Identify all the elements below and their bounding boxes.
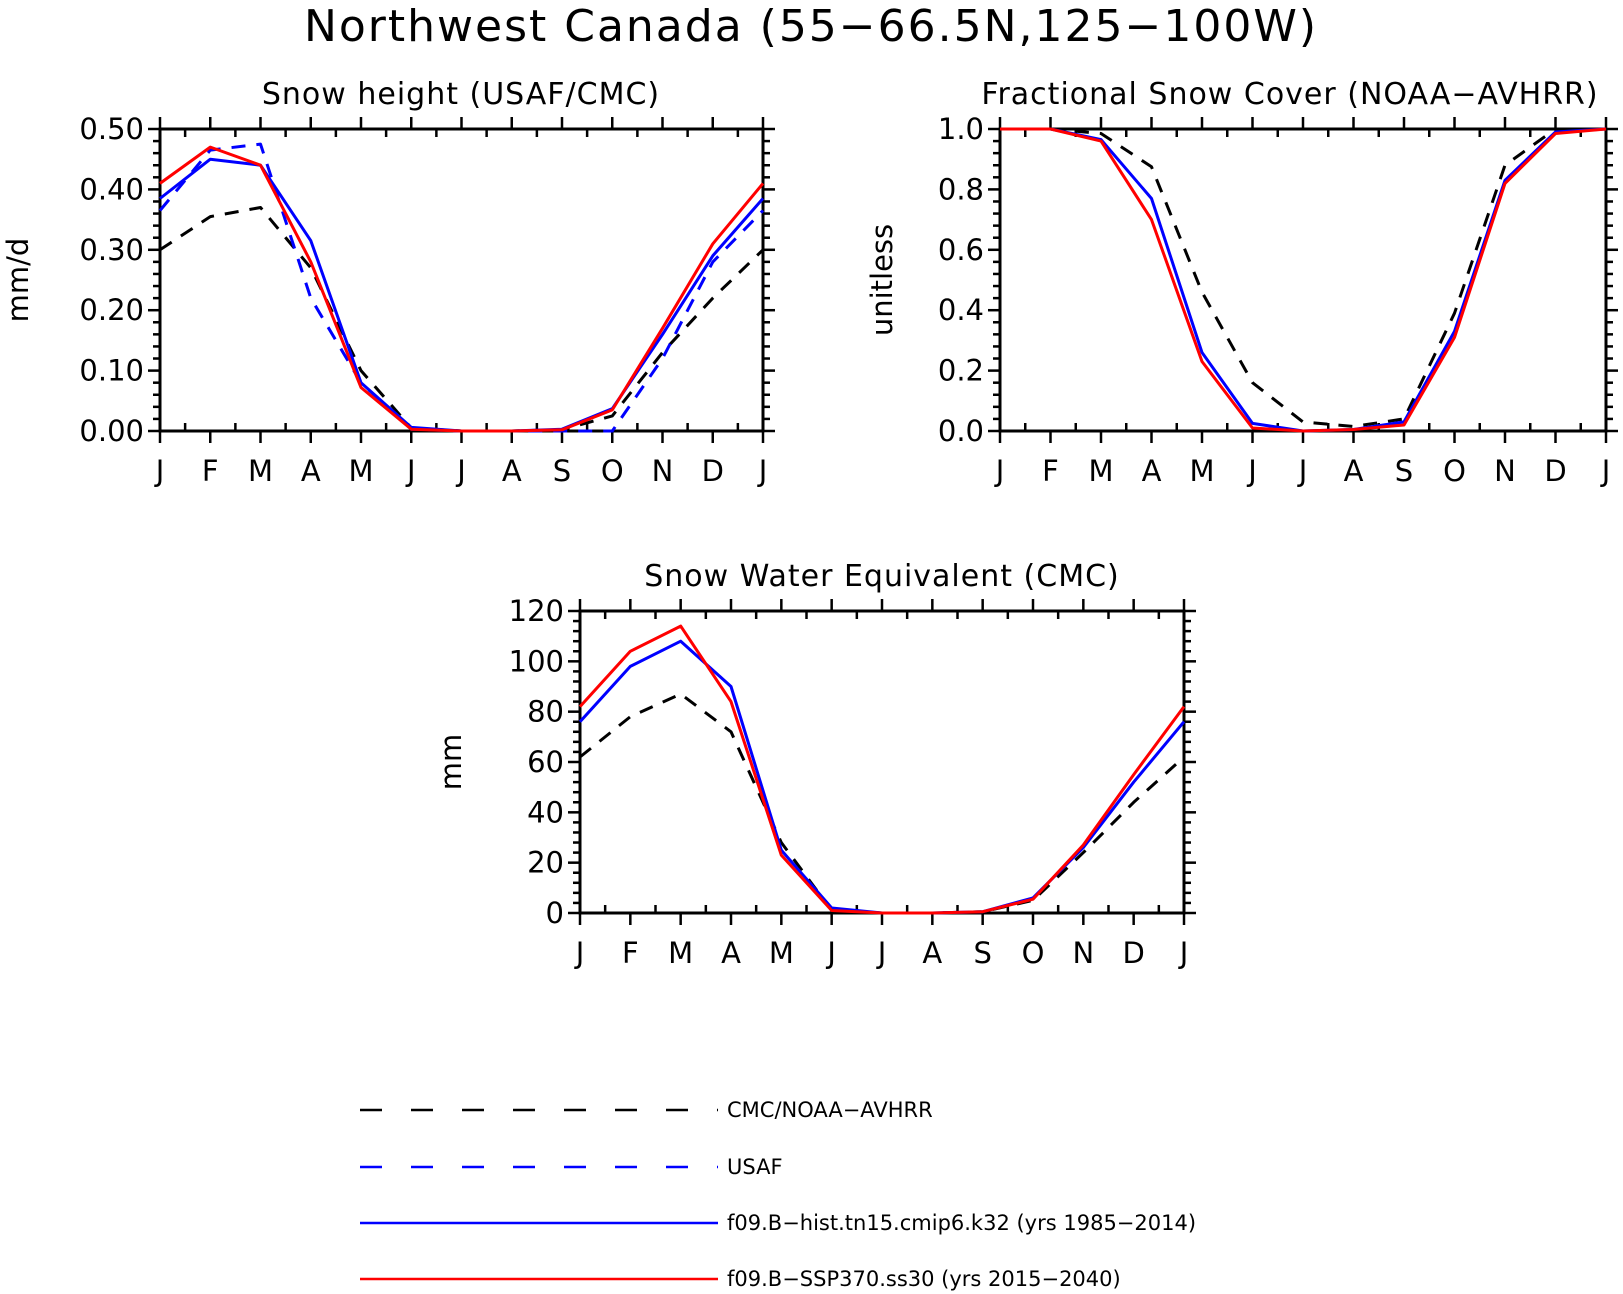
y-tick-label: 0.8: [938, 172, 984, 206]
x-tick-label: A: [922, 936, 942, 970]
x-tick-label: A: [1142, 454, 1162, 488]
series-line-hist: [159, 157, 765, 433]
x-tick-label: F: [202, 454, 219, 488]
figure-title: Northwest Canada (55−66.5N,125−100W): [304, 1, 1318, 52]
x-tick-label: D: [702, 454, 724, 488]
x-tick-label: J: [1297, 454, 1308, 488]
plot-frame: [578, 609, 1186, 915]
x-tick-label: J: [1246, 454, 1257, 488]
legend-item: USAF: [360, 1155, 783, 1179]
x-tick-label: M: [1088, 454, 1113, 488]
y-tick-label: 0.40: [79, 172, 144, 206]
panel-title: Fractional Snow Cover (NOAA−AVHRR): [981, 77, 1598, 112]
series-line-ssp: [578, 624, 1186, 915]
y-axis-label: mm: [434, 734, 468, 791]
y-tick-label: 100: [509, 644, 564, 678]
legend-label: f09.B−hist.tn15.cmip6.k32 (yrs 1985−2014…: [727, 1211, 1196, 1235]
y-tick-label: 80: [527, 695, 564, 729]
x-tick-label: A: [301, 454, 321, 488]
x-tick-label: N: [652, 454, 674, 488]
x-tick-label: J: [405, 454, 416, 488]
x-tick-label: M: [348, 454, 373, 488]
panel-fractional-snow-cover: Fractional Snow Cover (NOAA−AVHRR) unitl…: [865, 77, 1618, 488]
series-line-hist: [578, 639, 1186, 915]
x-tick-label: F: [622, 936, 639, 970]
x-tick-label: A: [721, 936, 741, 970]
y-tick-label: 0.6: [938, 233, 984, 267]
y-tick-label: 0.20: [79, 293, 144, 327]
x-tick-label: S: [553, 454, 571, 488]
y-axis-label: mm/d: [1, 238, 35, 323]
y-tick-label: 60: [527, 745, 564, 779]
x-tick-label: J: [1178, 936, 1189, 970]
x-tick-label: J: [455, 454, 466, 488]
y-tick-label: 0.4: [938, 293, 984, 327]
plot-frame: [158, 127, 765, 433]
x-tick-label: O: [1443, 454, 1466, 488]
y-tick-label: 0.10: [79, 354, 144, 388]
x-tick-label: M: [668, 936, 693, 970]
legend-label: USAF: [727, 1155, 783, 1179]
y-tick-label: 1.0: [938, 112, 984, 146]
x-tick-label: J: [876, 936, 887, 970]
x-tick-label: M: [1189, 454, 1214, 488]
x-tick-label: N: [1072, 936, 1094, 970]
panel-title: Snow height (USAF/CMC): [262, 77, 660, 112]
y-tick-label: 0.0: [938, 414, 984, 448]
x-tick-label: A: [502, 454, 522, 488]
y-tick-label: 0.50: [79, 112, 144, 146]
x-tick-label: D: [1544, 454, 1566, 488]
y-axis-label: unitless: [865, 224, 899, 336]
series-line-usaf: [158, 142, 765, 433]
y-tick-label: 0.30: [79, 233, 144, 267]
x-tick-label: F: [1042, 454, 1059, 488]
series-line-ssp: [159, 145, 765, 433]
x-tick-label: J: [825, 936, 836, 970]
y-tick-label: 20: [527, 846, 564, 880]
series-line-ssp: [1000, 127, 1607, 433]
y-tick-label: 40: [527, 795, 564, 829]
x-tick-label: J: [994, 454, 1005, 488]
y-tick-label: 0.2: [938, 354, 984, 388]
series-line-obs: [1000, 127, 1606, 428]
y-tick-label: 0: [546, 896, 564, 930]
x-tick-label: D: [1122, 936, 1144, 970]
x-tick-label: M: [769, 936, 794, 970]
legend: CMC/NOAA−AVHRR USAF f09.B−hist.tn15.cmip…: [360, 1098, 1196, 1291]
y-tick-label: 120: [509, 594, 564, 628]
panel-title: Snow Water Equivalent (CMC): [644, 559, 1119, 594]
legend-item: f09.B−hist.tn15.cmip6.k32 (yrs 1985−2014…: [360, 1211, 1196, 1235]
legend-item: f09.B−SSP370.ss30 (yrs 2015−2040): [360, 1267, 1121, 1291]
x-tick-label: J: [574, 936, 585, 970]
y-tick-label: 0.00: [79, 414, 144, 448]
x-tick-label: J: [757, 454, 768, 488]
x-tick-label: A: [1344, 454, 1364, 488]
x-tick-label: S: [973, 936, 991, 970]
x-tick-label: J: [1600, 454, 1611, 488]
x-tick-label: O: [601, 454, 624, 488]
x-tick-label: M: [248, 454, 273, 488]
x-tick-label: S: [1395, 454, 1413, 488]
legend-label: f09.B−SSP370.ss30 (yrs 2015−2040): [727, 1267, 1121, 1291]
x-tick-label: J: [154, 454, 165, 488]
legend-label: CMC/NOAA−AVHRR: [727, 1098, 933, 1122]
x-tick-label: O: [1022, 936, 1045, 970]
series-line-obs: [579, 692, 1186, 915]
legend-item: CMC/NOAA−AVHRR: [360, 1098, 933, 1122]
x-tick-label: N: [1494, 454, 1516, 488]
